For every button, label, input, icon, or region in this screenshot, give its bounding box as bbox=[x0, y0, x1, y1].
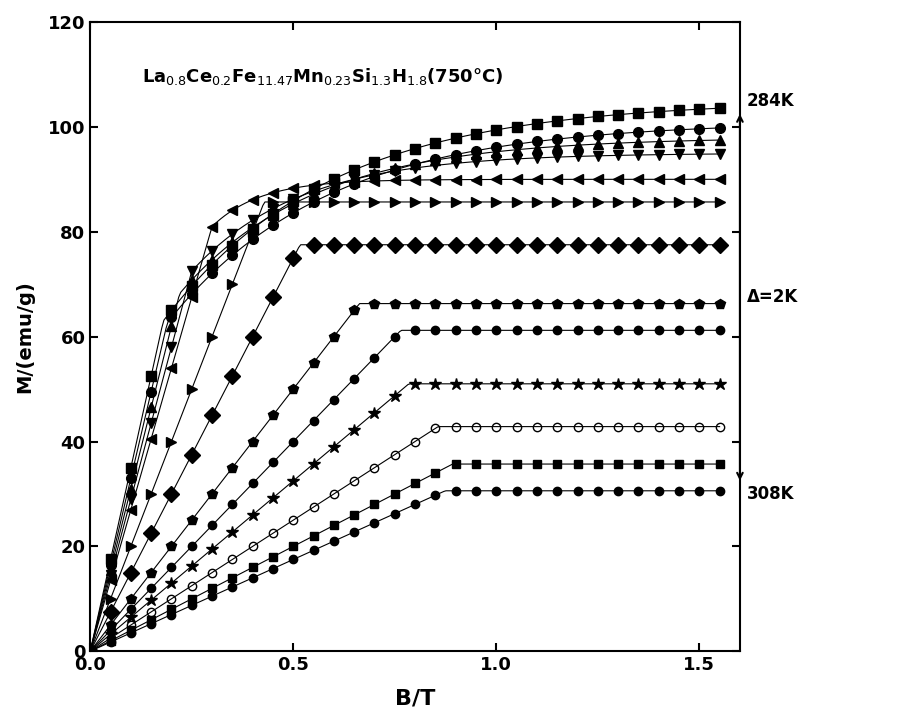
Y-axis label: M/(emu/g): M/(emu/g) bbox=[15, 281, 34, 393]
Text: Δ=2K: Δ=2K bbox=[747, 288, 798, 307]
Text: 308K: 308K bbox=[747, 485, 795, 503]
Text: 284K: 284K bbox=[747, 92, 795, 110]
Text: La$_{0.8}$Ce$_{0.2}$Fe$_{11.47}$Mn$_{0.23}$Si$_{1.3}$H$_{1.8}$(750°C): La$_{0.8}$Ce$_{0.2}$Fe$_{11.47}$Mn$_{0.2… bbox=[142, 66, 504, 87]
X-axis label: B/T: B/T bbox=[395, 688, 435, 708]
